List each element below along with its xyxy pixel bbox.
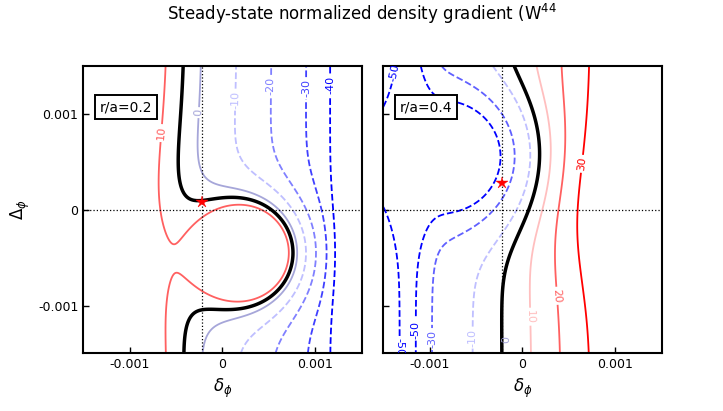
- X-axis label: $\delta_{\phi}$: $\delta_{\phi}$: [213, 377, 232, 400]
- Text: -20: -20: [266, 77, 276, 95]
- Text: 0: 0: [497, 336, 507, 343]
- Text: -40: -40: [325, 76, 335, 94]
- Text: 10: 10: [155, 126, 167, 141]
- Text: 20: 20: [552, 289, 562, 303]
- Text: 0: 0: [194, 109, 204, 116]
- Text: -50: -50: [411, 321, 421, 339]
- Text: -10: -10: [230, 90, 241, 109]
- Text: Steady-state normalized density gradient (W$^{44}$: Steady-state normalized density gradient…: [166, 2, 557, 26]
- Text: -50: -50: [388, 63, 401, 83]
- X-axis label: $\delta_{\phi}$: $\delta_{\phi}$: [513, 377, 532, 400]
- Text: 30: 30: [576, 156, 588, 171]
- Text: -50: -50: [395, 338, 405, 356]
- Text: r/a=0.2: r/a=0.2: [100, 100, 153, 114]
- Text: 10: 10: [525, 309, 536, 324]
- Text: -10: -10: [468, 328, 478, 346]
- Text: -30: -30: [301, 79, 311, 97]
- Text: -30: -30: [427, 330, 437, 348]
- Y-axis label: $\Delta_{\phi}$: $\Delta_{\phi}$: [9, 199, 33, 220]
- Text: r/a=0.4: r/a=0.4: [400, 100, 453, 114]
